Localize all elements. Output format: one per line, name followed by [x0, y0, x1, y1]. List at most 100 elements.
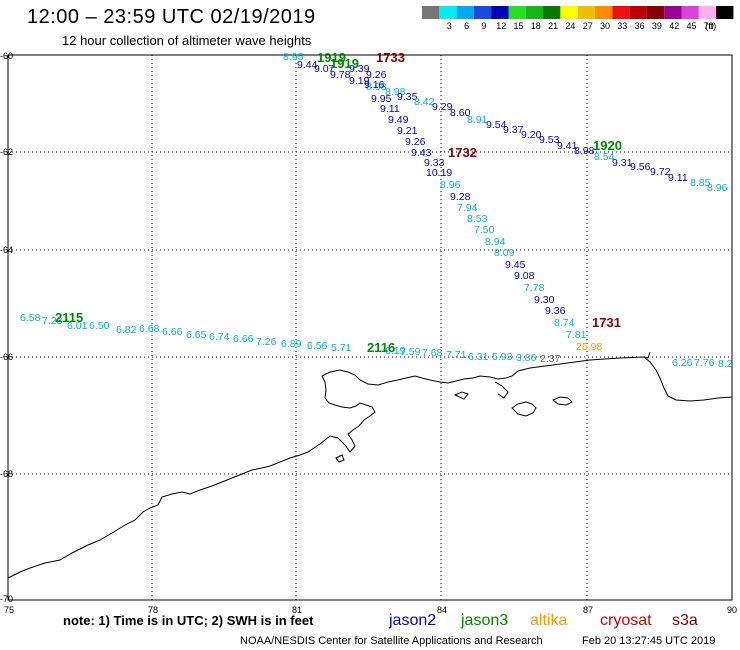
wave-height-value: 9.43	[411, 147, 432, 159]
legend-swatch	[525, 6, 544, 19]
legend-label: 12	[496, 21, 506, 31]
coastal-island	[453, 391, 469, 400]
legend-swatch	[491, 6, 509, 19]
legend-swatch	[422, 6, 440, 19]
satellite-s3a: s3a	[672, 612, 698, 629]
wave-height-value: 6.66	[233, 333, 254, 345]
legend-label: 6	[464, 21, 469, 31]
legend-swatch	[716, 6, 734, 19]
wave-height-value: 2.37	[540, 353, 561, 365]
legend-label: 30	[600, 21, 610, 31]
antarctic-coastline	[7, 356, 733, 579]
wave-height-value: 5.71	[331, 342, 352, 354]
wave-height-value: 9.16	[364, 79, 385, 91]
wave-height-value: 6.01	[67, 320, 88, 332]
map-frame	[7, 54, 733, 601]
legend-swatch	[508, 6, 526, 19]
latitude-labels: -60 -62 -64 -66 -68 -70	[0, 51, 13, 604]
wave-height-value: 6.82	[116, 324, 137, 336]
wave-height-value: 6.68	[139, 323, 160, 335]
wave-height-value: 8.85	[690, 177, 711, 189]
wave-height-value: 8.74	[554, 317, 575, 329]
wave-height-value: 25.98	[576, 341, 602, 353]
wave-height-value: 9.26	[366, 69, 387, 81]
lon-label: 90	[727, 605, 737, 615]
wave-height-value: 9.95	[371, 93, 392, 105]
wave-height-value: 10.19	[426, 167, 452, 179]
lon-label: 87	[583, 605, 593, 615]
legend-unit: (ft)	[705, 21, 716, 31]
wave-height-value: 6.56	[307, 340, 328, 352]
wave-height-value: 9.11	[380, 103, 400, 115]
coastal-inlet	[494, 381, 509, 399]
legend-label: 36	[635, 21, 645, 31]
legend-label: 42	[669, 21, 679, 31]
lat-label: -66	[0, 352, 13, 362]
wave-height-value: 7.68	[422, 347, 443, 359]
map-subtitle: 12 hour collection of altimeter wave hei…	[62, 33, 312, 48]
wave-height-values: 8.959.449.079.789.399.199.268.989.168.98…	[20, 51, 733, 370]
wave-height-value: 9.29	[432, 101, 453, 113]
legend-swatch	[681, 6, 699, 19]
graticule	[8, 55, 732, 600]
wave-height-value: 7.71	[446, 349, 467, 361]
wave-height-value: 9.11	[668, 172, 688, 184]
wave-height-value: 6.26	[672, 357, 693, 369]
satellite-jason2: jason2	[388, 612, 436, 629]
legend-swatch	[577, 6, 595, 19]
legend-swatch	[595, 6, 613, 19]
lat-label: -70	[0, 594, 13, 604]
wave-height-value: 9.35	[397, 91, 418, 103]
pass-time-label: 1731	[592, 315, 621, 330]
lon-label: 78	[148, 605, 158, 615]
wave-height-value: 9.07	[314, 63, 335, 75]
footnote: note: 1) Time is in UTC; 2) SWH is in fe…	[63, 613, 314, 628]
wave-height-value: 8.60	[450, 107, 471, 119]
lon-label: 75	[4, 605, 14, 615]
credit-line: NOAA/NESDIS Center for Satellite Applica…	[240, 635, 543, 647]
wave-height-value: 9.19	[349, 75, 370, 87]
legend-label: 70	[704, 21, 714, 31]
legend-swatch	[646, 6, 665, 19]
legend-label: 15	[513, 21, 523, 31]
pass-time-label: 2116	[367, 340, 395, 355]
wave-height-value: 8.96	[440, 179, 461, 191]
wave-height-value: 6.65	[186, 329, 207, 341]
wave-height-value: 7.50	[474, 224, 495, 236]
satellite-altika: altika	[530, 612, 567, 629]
longitude-labels: 75 78 81 84 87 90	[4, 605, 737, 615]
wave-height-value: 9.08	[514, 270, 535, 282]
wave-height-value: 8.96	[707, 182, 728, 194]
wave-height-value: 9.30	[534, 294, 555, 306]
legend-swatch	[439, 6, 457, 19]
legend-label: 24	[565, 21, 575, 31]
legend-label: 21	[548, 21, 558, 31]
legend-label: 3	[447, 21, 452, 31]
wave-height-value: 7.81	[566, 329, 587, 341]
satellite-jason3: jason3	[460, 612, 508, 629]
wave-height-value: 6.50	[89, 320, 110, 332]
satellite-legend: jason2 jason3 altika cryosat s3a	[388, 612, 698, 629]
wave-height-value: 8.98	[574, 145, 595, 157]
pass-time-label: 1919	[317, 50, 346, 65]
legend-label: 45	[686, 21, 696, 31]
legend-swatch	[698, 6, 717, 19]
wave-height-value: 8.2	[718, 358, 733, 370]
satellite-cryosat: cryosat	[600, 612, 652, 629]
wave-height-value: 9.37	[503, 124, 524, 136]
legend-label: 18	[531, 21, 541, 31]
legend-label: 39	[652, 21, 662, 31]
wave-height-value: 6.74	[209, 331, 230, 343]
legend-swatch	[612, 6, 630, 19]
legend-swatch	[560, 6, 578, 19]
legend-swatch	[456, 6, 474, 19]
coastal-island	[511, 401, 537, 417]
wave-height-value: 9.39	[349, 63, 370, 75]
legend-label: 33	[617, 21, 627, 31]
wave-height-value: 7.23	[42, 315, 63, 327]
wave-height-value: 7.26	[256, 336, 277, 348]
wave-height-value: 9.45	[505, 259, 526, 271]
wave-height-value: 9.56	[630, 161, 651, 173]
wave-height-value: 8.98	[366, 81, 387, 93]
lat-label: -62	[0, 147, 13, 157]
